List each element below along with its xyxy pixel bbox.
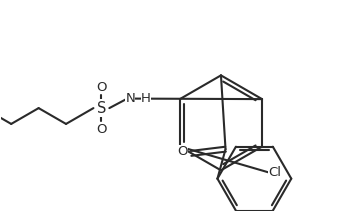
Text: O: O (96, 123, 107, 136)
Text: H: H (141, 92, 151, 105)
Text: S: S (97, 101, 106, 116)
Text: O: O (96, 81, 107, 93)
Text: N: N (125, 92, 135, 105)
Text: O: O (177, 145, 188, 158)
Text: Cl: Cl (268, 166, 281, 179)
